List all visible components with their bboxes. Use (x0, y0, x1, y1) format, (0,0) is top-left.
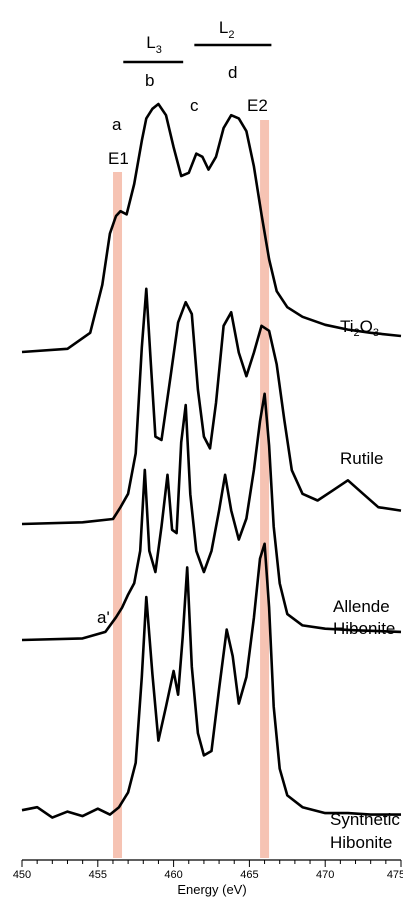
x-tick-label: 465 (240, 869, 258, 881)
l2-edge-label: L2 (219, 18, 235, 41)
x-tick-label: 455 (89, 869, 107, 881)
series-label-synthetic-hibonite: Hibonite (330, 833, 392, 852)
series-label-ti2o3: Ti2O3 (340, 317, 379, 339)
series-label-synthetic: Synthetic (330, 810, 400, 829)
l3-edge-label: L3 (146, 33, 162, 56)
highlight-band-e2 (260, 120, 270, 858)
series-line-ti2o3 (21, 102, 402, 354)
peak-label-a: a (112, 115, 122, 134)
series-line-synthetic-hibonite (21, 542, 401, 819)
e2-label: E2 (247, 96, 268, 115)
highlight-band-e1 (113, 172, 123, 858)
series-line-allende-hibonite (21, 392, 402, 642)
peak-label-c: c (190, 96, 199, 115)
x-tick-label: 460 (164, 869, 182, 881)
peak-label-d: d (228, 63, 237, 82)
x-tick-label: 475 (387, 869, 403, 881)
highlight-bands (113, 120, 270, 858)
band-labels: E1 E2 (108, 96, 268, 168)
peak-label-b: b (145, 71, 154, 90)
series-line-rutile (21, 287, 402, 526)
x-tick-label: 470 (316, 869, 334, 881)
series-label-allende: Allende (333, 597, 390, 616)
series-label-allende-hibonite: Hibonite (333, 619, 395, 638)
series-labels: Ti2O3 Rutile Allende Hibonite Synthetic … (330, 317, 400, 852)
peak-label-a-prime: a' (97, 608, 110, 627)
x-axis-title: Energy (eV) (177, 882, 246, 897)
edge-labels: L3 L2 (123, 18, 272, 64)
series-label-rutile: Rutile (340, 449, 383, 468)
spectra-curves (21, 102, 402, 819)
x-axis: 450 455 460 465 470 475 (13, 859, 403, 881)
x-tick-label: 450 (13, 869, 31, 881)
e1-label: E1 (108, 149, 129, 168)
peak-labels: a b c d a' (97, 63, 237, 627)
